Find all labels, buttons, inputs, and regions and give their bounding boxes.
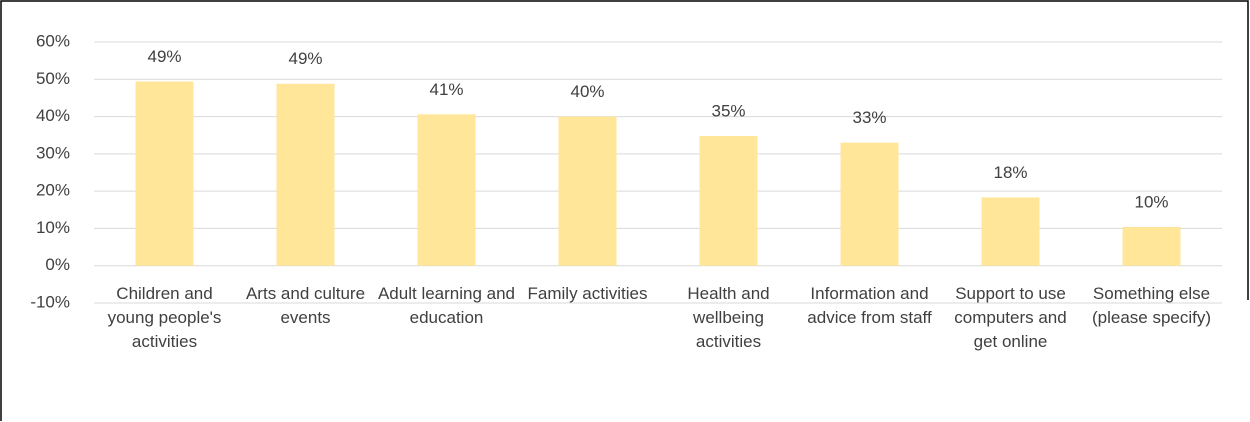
y-tick-label: 0% [45,255,70,274]
data-label: 49% [288,49,322,68]
data-label: 40% [570,82,604,101]
y-tick-label: 20% [36,181,70,200]
x-tick-label: Children and young people's activities [107,284,222,351]
x-tick-label: Health and wellbeing activities [687,284,770,351]
data-label: 10% [1134,192,1168,211]
data-label: 35% [711,101,745,120]
data-label: 33% [852,108,886,127]
x-tick-label: Adult learning and education [377,284,516,327]
y-tick-label: 40% [36,106,70,125]
data-label: 18% [993,163,1027,182]
x-tick-label: Family activities [527,284,648,303]
bar [981,197,1040,266]
y-tick-label: 30% [36,143,70,162]
y-tick-label: 10% [36,218,70,237]
y-tick-label: 60% [36,31,70,50]
bar [699,135,758,266]
bar [417,114,476,266]
y-tick-label: -10% [30,292,70,311]
x-tick-label: Support to use computers and get online [954,284,1067,351]
bar [276,83,335,266]
y-tick-label: 50% [36,69,70,88]
data-label: 49% [147,47,181,66]
x-tick-label: Arts and culture events [245,284,366,327]
x-tick-label: Something else (please specify) [1091,284,1212,327]
bar [840,142,899,266]
bar [135,81,194,266]
x-tick-label: Information and advice from staff [807,284,932,327]
bar [1122,226,1181,266]
data-label: 41% [429,80,463,99]
bar [558,116,617,266]
